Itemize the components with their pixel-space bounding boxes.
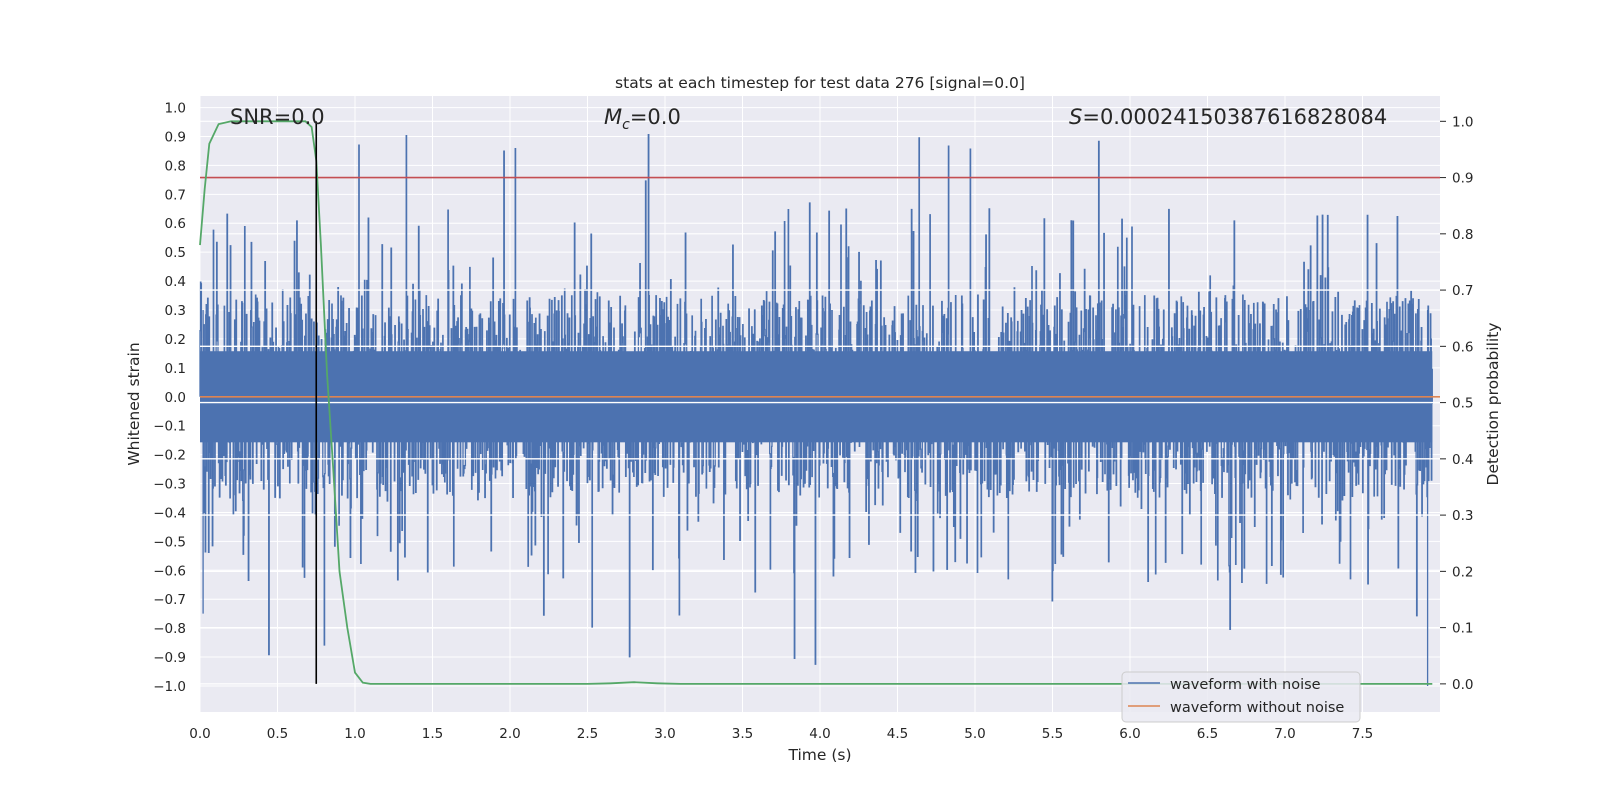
y-tick-label: 0.7 bbox=[165, 187, 186, 203]
snr-annotation: SNR=0.0 bbox=[230, 105, 325, 129]
left-axis: 1.0 0.9 0.8 0.7 0.6 0.5 0.4 0.3 0.2 0.1 0.0 −0.1 −0.… bbox=[153, 101, 186, 695]
y-tick-label: 1.0 bbox=[165, 101, 186, 117]
right-tick-label: 0.5 bbox=[1452, 396, 1473, 412]
right-tick-label: 0.6 bbox=[1452, 339, 1473, 355]
legend: waveform with noise waveform without noi… bbox=[1121, 671, 1361, 723]
x-tick-label: 3.5 bbox=[732, 726, 753, 742]
y-tick-label: 0.5 bbox=[165, 245, 186, 261]
x-tick-label: 6.0 bbox=[1119, 726, 1140, 742]
y-tick-label: 0.6 bbox=[165, 216, 186, 232]
y-tick-label: 0.0 bbox=[165, 390, 186, 406]
right-tick-label: 0.4 bbox=[1452, 452, 1473, 468]
x-tick-label: 7.5 bbox=[1352, 726, 1373, 742]
x-axis: 0.0 0.5 1.0 1.5 2.0 2.5 3.0 3.5 4.0 4.5 5.0 5.5 6.0 6… bbox=[189, 726, 1373, 742]
right-tick-label: 0.0 bbox=[1452, 677, 1473, 693]
y-tick-label: −0.9 bbox=[153, 650, 186, 666]
right-y-axis-label: Detection probability bbox=[1484, 323, 1502, 486]
y-tick-label: 0.1 bbox=[165, 361, 186, 377]
x-tick-label: 4.5 bbox=[887, 726, 908, 742]
right-tick-label: 0.3 bbox=[1452, 508, 1473, 524]
y-tick-label: −0.6 bbox=[153, 563, 186, 579]
chirp-mass-value: =0.0 bbox=[630, 105, 681, 129]
y-tick-label: −0.1 bbox=[153, 419, 186, 435]
x-tick-label: 2.0 bbox=[499, 726, 520, 742]
y-tick-label: 0.8 bbox=[165, 158, 186, 174]
right-tick-label: 0.7 bbox=[1452, 283, 1473, 299]
x-tick-label: 1.5 bbox=[422, 726, 443, 742]
x-axis-label: Time (s) bbox=[787, 746, 851, 764]
chirp-mass-symbol: M bbox=[604, 105, 622, 129]
right-tick-label: 0.9 bbox=[1452, 171, 1473, 187]
chirp-mass-subscript: c bbox=[622, 117, 630, 133]
x-tick-label: 0.0 bbox=[189, 726, 210, 742]
legend-label-clean: waveform without noise bbox=[1170, 700, 1344, 716]
y-tick-label: −0.4 bbox=[153, 505, 186, 521]
plot-area bbox=[199, 96, 1440, 712]
score-value: =0.00024150387616828084 bbox=[1082, 105, 1387, 129]
x-tick-label: 5.0 bbox=[964, 726, 985, 742]
x-tick-label: 6.5 bbox=[1197, 726, 1218, 742]
x-tick-label: 0.5 bbox=[267, 726, 288, 742]
y-tick-label: 0.3 bbox=[165, 303, 186, 319]
y-tick-label: 0.4 bbox=[165, 274, 186, 290]
right-tick-label: 0.2 bbox=[1452, 564, 1473, 580]
right-axis: 1.0 0.9 0.8 0.7 0.6 0.5 0.4 0.3 0.2 0.1 0.0 bbox=[1440, 114, 1473, 693]
right-tick-label: 0.8 bbox=[1452, 227, 1473, 243]
x-tick-label: 4.0 bbox=[809, 726, 830, 742]
y-tick-label: −0.5 bbox=[153, 534, 186, 550]
y-tick-label: 0.2 bbox=[165, 332, 186, 348]
series-detection-probability bbox=[199, 120, 1433, 685]
x-tick-label: 7.0 bbox=[1274, 726, 1295, 742]
legend-box bbox=[1121, 671, 1361, 723]
y-tick-label: −1.0 bbox=[153, 679, 186, 695]
y-axis-label: Whitened strain bbox=[125, 342, 143, 465]
x-tick-label: 3.0 bbox=[654, 726, 675, 742]
right-tick-label: 0.1 bbox=[1452, 621, 1473, 637]
x-tick-label: 2.5 bbox=[577, 726, 598, 742]
right-tick-label: 1.0 bbox=[1452, 114, 1473, 130]
y-tick-label: −0.3 bbox=[153, 477, 186, 493]
chirp-mass-annotation: Mc=0.0 bbox=[604, 105, 681, 133]
y-tick-label: −0.2 bbox=[153, 448, 186, 464]
overlays bbox=[199, 120, 1440, 685]
score-annotation: S=0.00024150387616828084 bbox=[1069, 105, 1387, 129]
x-tick-label: 1.0 bbox=[344, 726, 365, 742]
y-tick-label: −0.8 bbox=[153, 621, 186, 637]
y-tick-label: 0.9 bbox=[165, 129, 186, 145]
legend-label-noise: waveform with noise bbox=[1170, 677, 1321, 693]
score-symbol: S bbox=[1069, 105, 1082, 129]
x-tick-label: 5.5 bbox=[1042, 726, 1063, 742]
y-tick-label: −0.7 bbox=[153, 592, 186, 608]
chart-title: stats at each timestep for test data 276… bbox=[615, 74, 1025, 92]
